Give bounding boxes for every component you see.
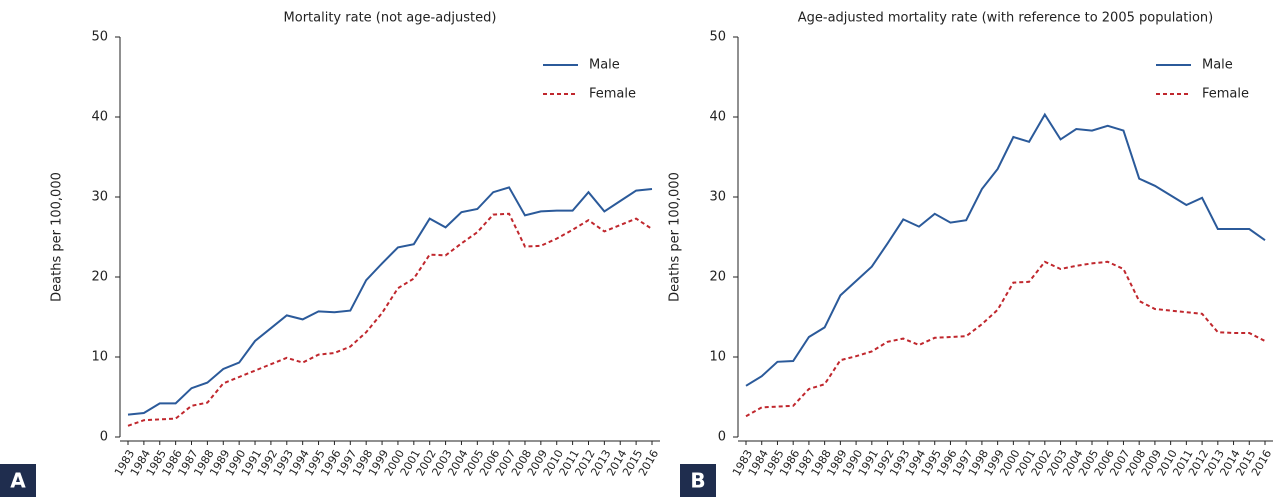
- legend-label: Female: [589, 87, 636, 102]
- legend-label: Male: [1202, 58, 1233, 73]
- y-tick-label: 10: [709, 350, 726, 365]
- y-tick-label: 10: [91, 350, 108, 365]
- series-line: [127, 186, 653, 416]
- legend-label: Male: [589, 58, 620, 73]
- y-tick-label: 20: [91, 270, 108, 285]
- y-tick-label: 50: [91, 30, 108, 45]
- panel-label-box: [680, 464, 716, 497]
- y-tick-label: 0: [718, 430, 726, 445]
- y-tick-label: 40: [709, 110, 726, 125]
- y-tick-label: 40: [91, 110, 108, 125]
- panel-label: B: [690, 469, 705, 493]
- y-tick-label: 20: [709, 270, 726, 285]
- y-tick-label: 50: [709, 30, 726, 45]
- series-line: [745, 260, 1266, 418]
- panel-label-box: [0, 464, 36, 497]
- chart-title: Age-adjusted mortality rate (with refere…: [798, 11, 1214, 26]
- series-line: [127, 212, 653, 427]
- y-axis-label: Deaths per 100,000: [50, 172, 65, 302]
- y-tick-label: 30: [91, 190, 108, 205]
- y-tick-label: 0: [100, 430, 108, 445]
- panel-label: A: [10, 469, 26, 493]
- chart-title: Mortality rate (not age-adjusted): [284, 11, 497, 26]
- y-tick-label: 30: [709, 190, 726, 205]
- series-line: [745, 112, 1266, 387]
- y-axis-label: Deaths per 100,000: [668, 172, 683, 302]
- legend-label: Female: [1202, 87, 1249, 102]
